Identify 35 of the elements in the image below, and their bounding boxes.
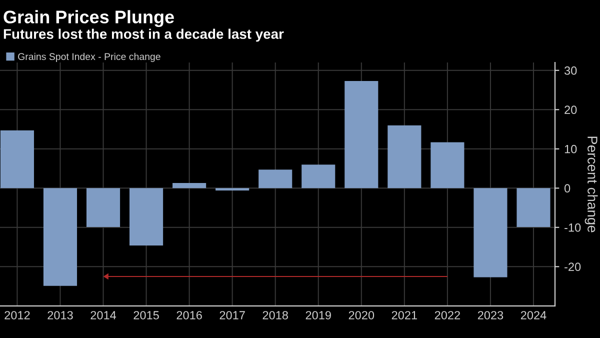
- chart-title: Grain Prices Plunge: [4, 10, 174, 28]
- bar: [388, 125, 422, 188]
- y-tick-label: 20: [564, 106, 577, 114]
- x-tick-label: 2017: [220, 311, 245, 320]
- x-tick-label: 2012: [4, 311, 30, 320]
- bar: [0, 130, 34, 188]
- y-tick-label: 10: [564, 144, 577, 154]
- x-tick-label: 2016: [176, 311, 202, 320]
- bar: [130, 188, 164, 246]
- x-tick-label: 2022: [434, 311, 460, 320]
- x-tick-label: 2014: [90, 311, 116, 320]
- x-tick-label: 2018: [262, 311, 288, 320]
- bar: [516, 188, 550, 227]
- bar: [474, 188, 508, 278]
- chart-subtitle: Futures lost the most in a decade last year: [4, 28, 284, 42]
- y-tick-label: -10: [564, 223, 581, 232]
- x-tick-label: 2019: [306, 311, 331, 320]
- legend-label: Grains Spot Index - Price change: [18, 52, 160, 62]
- x-tick-label: 2015: [134, 311, 159, 320]
- x-tick-label: 2024: [520, 311, 546, 320]
- x-tick-label: 2013: [48, 311, 73, 320]
- x-tick-label: 2021: [392, 311, 417, 320]
- x-tick-label: 2020: [348, 311, 374, 320]
- y-tick-label: -20: [564, 262, 581, 272]
- x-tick-label: 2023: [478, 311, 504, 320]
- bar: [258, 170, 292, 188]
- bar: [430, 142, 464, 188]
- y-tick-label: 0: [564, 184, 570, 193]
- y-axis-title: Percent change: [584, 136, 598, 232]
- bar: [86, 188, 120, 227]
- bar: [172, 183, 206, 188]
- bar: [43, 188, 78, 286]
- y-tick-label: 30: [564, 66, 577, 75]
- bar: [344, 80, 378, 188]
- bar: [302, 164, 336, 188]
